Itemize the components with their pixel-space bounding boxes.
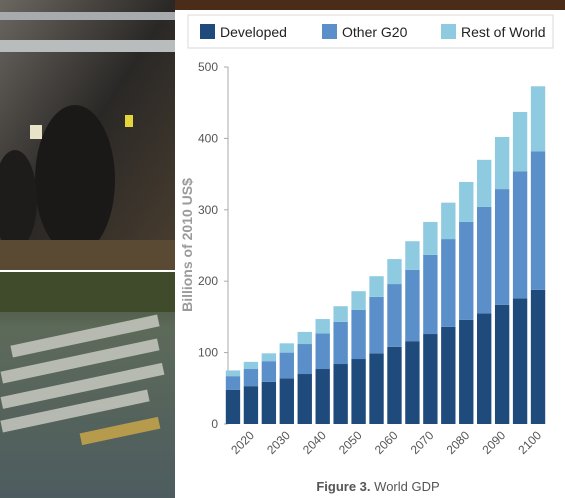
bar-segment bbox=[261, 381, 277, 424]
bar-segment bbox=[225, 389, 241, 424]
bar-segment bbox=[459, 181, 474, 222]
bar-segment bbox=[369, 353, 384, 424]
y-tick-label: 400 bbox=[198, 131, 218, 145]
bar-segment bbox=[441, 326, 456, 424]
bar-segment bbox=[477, 206, 492, 314]
legend-swatch bbox=[322, 24, 337, 39]
top-strip bbox=[0, 0, 565, 10]
bar-segment bbox=[315, 333, 330, 370]
bar-segment bbox=[297, 374, 312, 424]
caption-text: World GDP bbox=[374, 479, 440, 494]
bar-segment bbox=[333, 321, 348, 365]
bar-segment bbox=[243, 369, 259, 387]
bar-segment bbox=[459, 221, 474, 320]
bar-segment bbox=[297, 344, 312, 375]
bar-segment bbox=[387, 346, 402, 424]
bar-segment bbox=[405, 341, 420, 424]
bar-segment bbox=[512, 171, 528, 299]
bar-segment bbox=[441, 202, 456, 240]
caption: Figure 3. World GDP bbox=[316, 479, 439, 494]
legend-label: Other G20 bbox=[342, 24, 408, 40]
bar-segment bbox=[243, 361, 259, 370]
bar-segment bbox=[477, 313, 492, 424]
bar-segment bbox=[494, 189, 510, 305]
bar-segment bbox=[423, 334, 438, 424]
bar-segment bbox=[530, 151, 546, 290]
bar-segment bbox=[351, 291, 366, 310]
bar-segment bbox=[512, 111, 528, 172]
bar-segment bbox=[423, 254, 438, 335]
bar-segment bbox=[369, 276, 384, 297]
bar-segment bbox=[387, 259, 402, 285]
bar-segment bbox=[261, 361, 277, 382]
bar-segment bbox=[441, 239, 456, 327]
y-tick-label: 0 bbox=[211, 417, 218, 431]
bar-segment bbox=[243, 386, 259, 424]
bar-segment bbox=[477, 159, 492, 207]
bar-segment bbox=[351, 359, 366, 424]
bar-segment bbox=[297, 331, 312, 345]
bar-segment bbox=[405, 241, 420, 270]
bar-segment bbox=[333, 364, 348, 424]
bar-segment bbox=[494, 136, 510, 190]
y-tick-label: 300 bbox=[198, 203, 218, 217]
bar-segment bbox=[225, 376, 241, 390]
legend-box bbox=[187, 14, 554, 49]
legend-swatch bbox=[441, 24, 456, 39]
photo-cattle bbox=[0, 0, 175, 270]
bar-segment bbox=[387, 284, 402, 347]
bar-segment bbox=[225, 370, 241, 377]
bar-segment bbox=[405, 269, 420, 342]
bar-segment bbox=[315, 319, 330, 334]
bar-segment bbox=[279, 343, 294, 353]
bar-segment bbox=[279, 378, 294, 424]
bar-segment bbox=[369, 296, 384, 354]
bar-segment bbox=[279, 352, 294, 379]
legend-label: Developed bbox=[220, 24, 287, 40]
caption-label: Figure 3. bbox=[316, 479, 370, 494]
bar-segment bbox=[351, 309, 366, 360]
bar-segment bbox=[512, 298, 528, 424]
bar-segment bbox=[459, 319, 474, 424]
y-tick-label: 500 bbox=[198, 60, 218, 74]
bar-segment bbox=[530, 289, 546, 424]
y-axis-title: Billions of 2010 US$ bbox=[179, 178, 195, 312]
photo-barges bbox=[0, 272, 175, 498]
bar-segment bbox=[423, 221, 438, 255]
bar-segment bbox=[494, 304, 510, 424]
legend-label: Rest of World bbox=[461, 24, 546, 40]
legend-swatch bbox=[200, 24, 215, 39]
bar-segment bbox=[530, 86, 546, 152]
bar-segment bbox=[315, 369, 330, 424]
y-tick-label: 100 bbox=[198, 346, 218, 360]
bar-segment bbox=[261, 353, 277, 362]
bar-segment bbox=[333, 306, 348, 322]
y-tick-label: 200 bbox=[198, 274, 218, 288]
